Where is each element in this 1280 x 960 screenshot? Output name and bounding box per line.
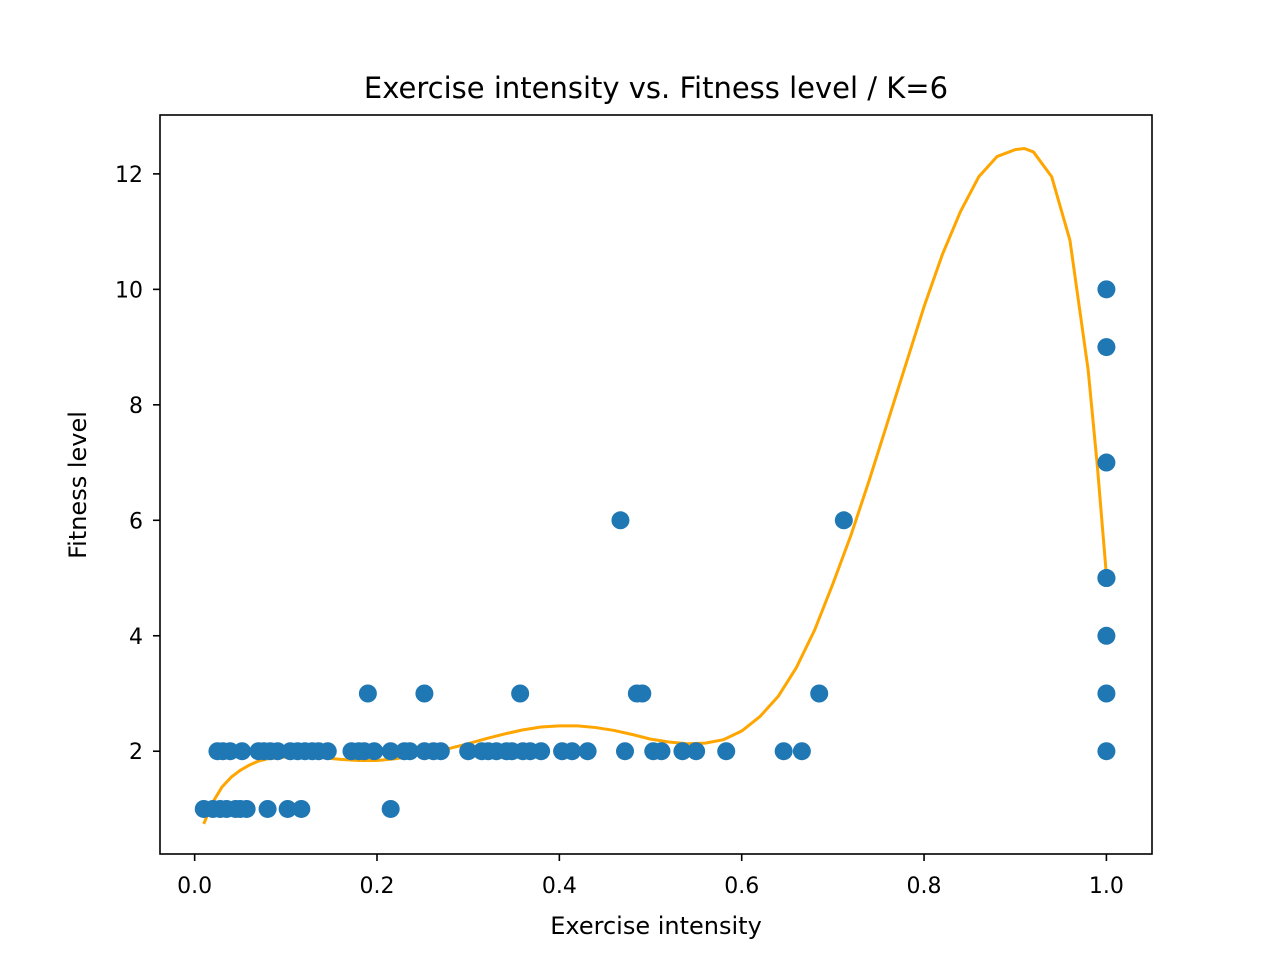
scatter-point-50 [673,742,692,761]
x-axis-label: Exercise intensity [550,912,762,940]
scatter-point-35 [459,742,478,761]
plot-area [160,115,1152,854]
scatter-points-layer [194,280,1116,818]
scatter-point-31 [400,742,419,761]
scatter-point-66 [611,511,630,530]
x-axis-ticks: 0.0 0.2 0.4 0.6 0.8 1.0 [177,854,1124,899]
y-tick-label-5: 12 [115,163,143,188]
scatter-point-67 [834,511,853,530]
y-tick-label-0: 2 [129,740,143,765]
scatter-point-45 [563,742,582,761]
x-tick-label-0: 0.0 [177,874,212,899]
scatter-point-8 [278,799,297,818]
scatter-point-55 [1097,742,1116,761]
y-axis-label: Fitness level [64,411,92,559]
y-tick-label-1: 4 [129,625,143,650]
scatter-point-28 [365,742,384,761]
scatter-point-51 [687,742,706,761]
scatter-point-34 [431,742,450,761]
scatter-point-65 [1097,569,1116,588]
scatter-point-62 [1097,684,1116,703]
scatter-point-7 [258,799,277,818]
chart-title: Exercise intensity vs. Fitness level / K… [364,71,948,105]
scatter-point-6 [237,799,256,818]
x-tick-label-4: 0.8 [907,874,942,899]
x-tick-label-5: 1.0 [1089,874,1124,899]
y-tick-label-3: 8 [129,394,143,419]
scatter-point-29 [381,742,400,761]
y-axis-ticks: 2 4 6 8 10 12 [115,163,160,765]
scatter-point-52 [717,742,736,761]
scatter-point-58 [511,684,530,703]
scatter-point-14 [233,742,252,761]
scatter-point-53 [774,742,793,761]
scatter-point-70 [1097,280,1116,299]
scatter-point-9 [292,799,311,818]
scatter-point-68 [1097,453,1116,472]
scatter-point-43 [532,742,551,761]
x-tick-label-2: 0.4 [542,874,577,899]
scatter-point-69 [1097,338,1116,357]
scatter-point-46 [578,742,597,761]
scatter-point-60 [633,684,652,703]
scatter-point-10 [381,799,400,818]
axes-frame [159,114,1153,855]
x-tick-label-3: 0.6 [724,874,759,899]
scatter-point-54 [792,742,811,761]
scatter-point-24 [318,742,337,761]
scatter-point-49 [652,742,671,761]
y-tick-label-2: 6 [129,509,143,534]
scatter-point-56 [358,684,377,703]
scatter-point-61 [810,684,829,703]
scatter-point-18 [268,742,287,761]
x-tick-label-1: 0.2 [360,874,395,899]
scatter-point-47 [616,742,634,761]
scatter-point-57 [415,684,434,703]
y-tick-label-4: 10 [115,278,143,303]
scatter-point-63 [1097,626,1116,645]
